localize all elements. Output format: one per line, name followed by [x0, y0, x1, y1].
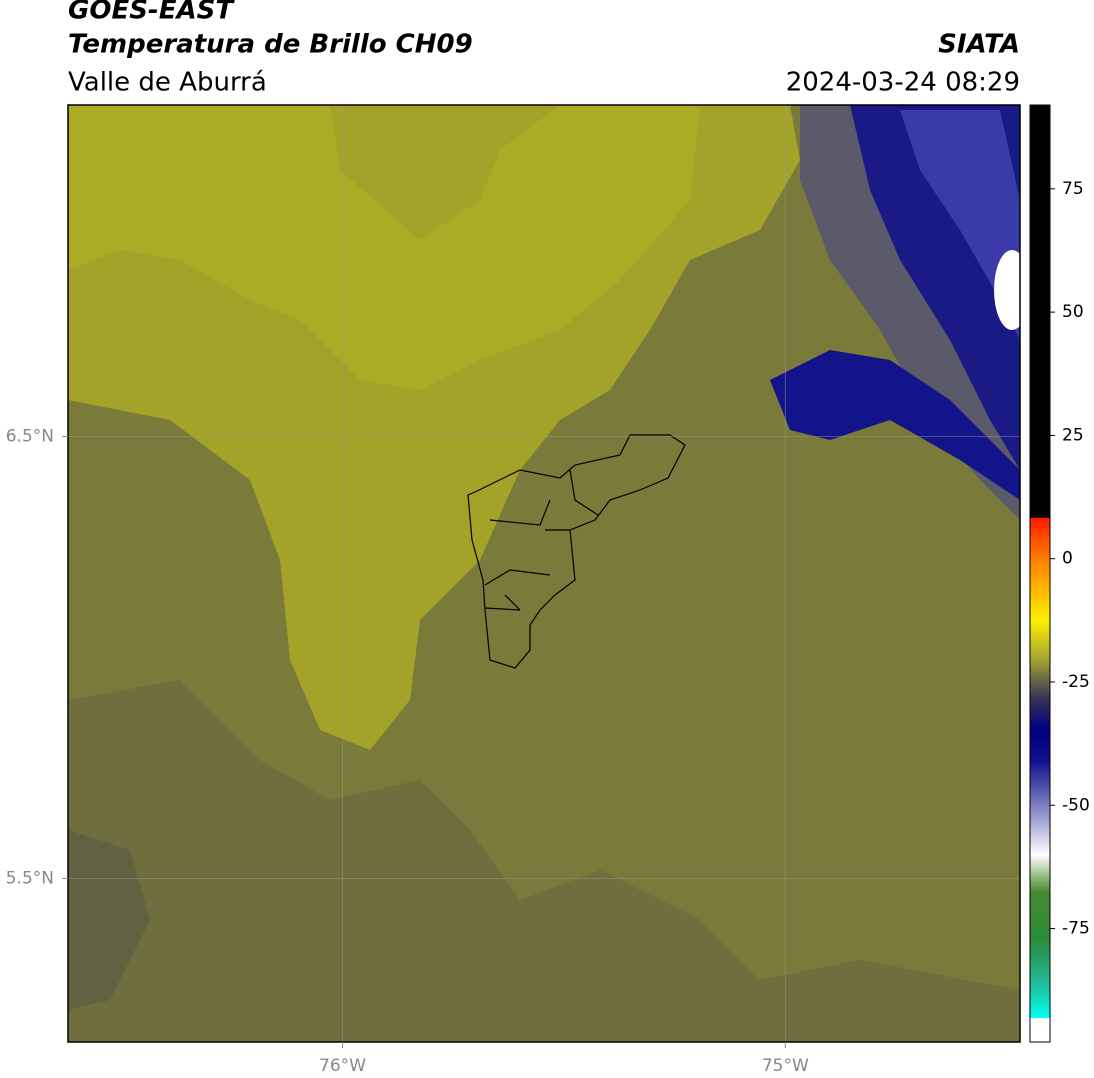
colorbar-tick-label: 50 [1062, 302, 1084, 322]
cool-region [68, 680, 1020, 1042]
region: Valle de Aburrá [68, 68, 267, 98]
timestamp: 2024-03-24 08:29 [786, 68, 1020, 98]
x-tick-label: 75°W [762, 1056, 809, 1076]
municipal-boundaries [467, 434, 686, 669]
cool-core [68, 830, 150, 1010]
warm-core [68, 105, 700, 390]
colorbar-tick-label: -50 [1062, 795, 1090, 815]
grid [68, 105, 1020, 1042]
cloud-core [900, 110, 1020, 340]
colorbar-tick-label: -75 [1062, 919, 1090, 939]
x-tick-label: 76°W [319, 1056, 366, 1076]
colorbar-tick-label: -25 [1062, 672, 1090, 692]
cloud-top [994, 250, 1020, 330]
map-image [68, 105, 1020, 1042]
y-tick-label: 6.5°N [6, 426, 54, 446]
cloud-arm [770, 350, 1020, 500]
map-frame [67, 104, 1021, 1043]
y-tick-label: 5.5°N [6, 868, 54, 888]
colorbar [1029, 104, 1051, 1043]
subtitle: Temperatura de Brillo CH09 [68, 30, 473, 60]
source: SIATA [938, 30, 1020, 60]
colorbar-tick-label: 75 [1062, 179, 1084, 199]
colorbar-tick-label: 25 [1062, 425, 1084, 445]
title: GOES-EAST [68, 0, 235, 26]
colorbar-tick-label: 0 [1062, 549, 1073, 569]
